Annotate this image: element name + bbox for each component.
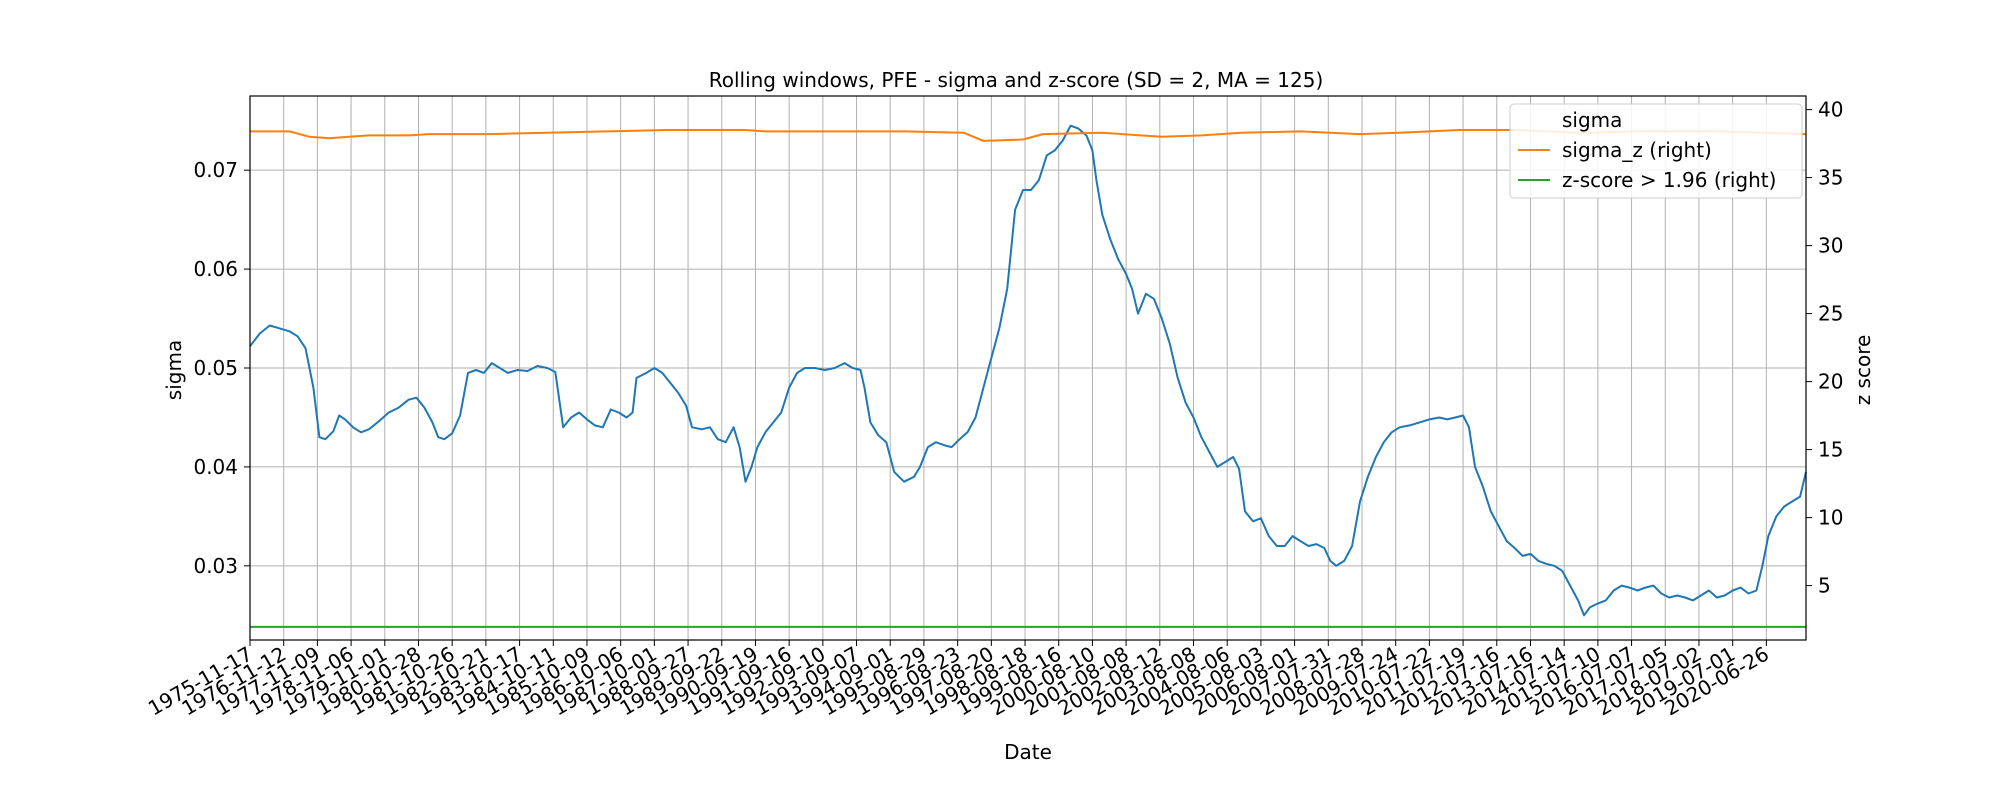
left-y-tick-label: 0.04: [193, 455, 238, 479]
left-y-tick-label: 0.06: [193, 257, 238, 281]
legend-frame: [1509, 103, 1803, 199]
series-line-sigma-z-right: [250, 129, 1807, 142]
left-y-tick-label: 0.03: [193, 554, 238, 578]
right-y-tick-label: 5: [1818, 574, 1831, 598]
right-y-tick-label: 25: [1818, 302, 1843, 326]
right-y-tick-label: 20: [1818, 370, 1843, 394]
legend-label: sigma: [1562, 108, 1622, 132]
legend-label: sigma_z (right): [1562, 138, 1712, 162]
right-y-tick-label: 30: [1818, 234, 1843, 258]
left-axis-label: sigma: [162, 340, 186, 400]
right-y-tick-label: 40: [1818, 98, 1843, 122]
chart-title: Rolling windows, PFE - sigma and z-score…: [709, 68, 1324, 92]
x-axis: 1975-11-171976-11-121977-11-091978-11-06…: [144, 640, 1773, 720]
legend: sigma sigma_z (right) z-score > 1.96 (righ…: [1509, 103, 1803, 199]
left-y-tick-label: 0.05: [193, 356, 238, 380]
right-y-tick-label: 35: [1818, 166, 1843, 190]
left-axis: 0.03 0.04 0.05 0.06 0.07: [193, 158, 250, 578]
left-y-tick-label: 0.07: [193, 158, 238, 182]
legend-label: z-score > 1.96 (right): [1562, 168, 1776, 192]
series-layer: [249, 124, 1807, 628]
series-line-sigma: [249, 124, 1807, 617]
right-axis-label: z score: [1851, 335, 1875, 406]
right-axis: 5 10 15 20 25 30 35 40: [1806, 98, 1843, 598]
right-y-tick-label: 15: [1818, 438, 1843, 462]
x-axis-label: Date: [1004, 740, 1052, 764]
right-y-tick-label: 10: [1818, 506, 1843, 530]
